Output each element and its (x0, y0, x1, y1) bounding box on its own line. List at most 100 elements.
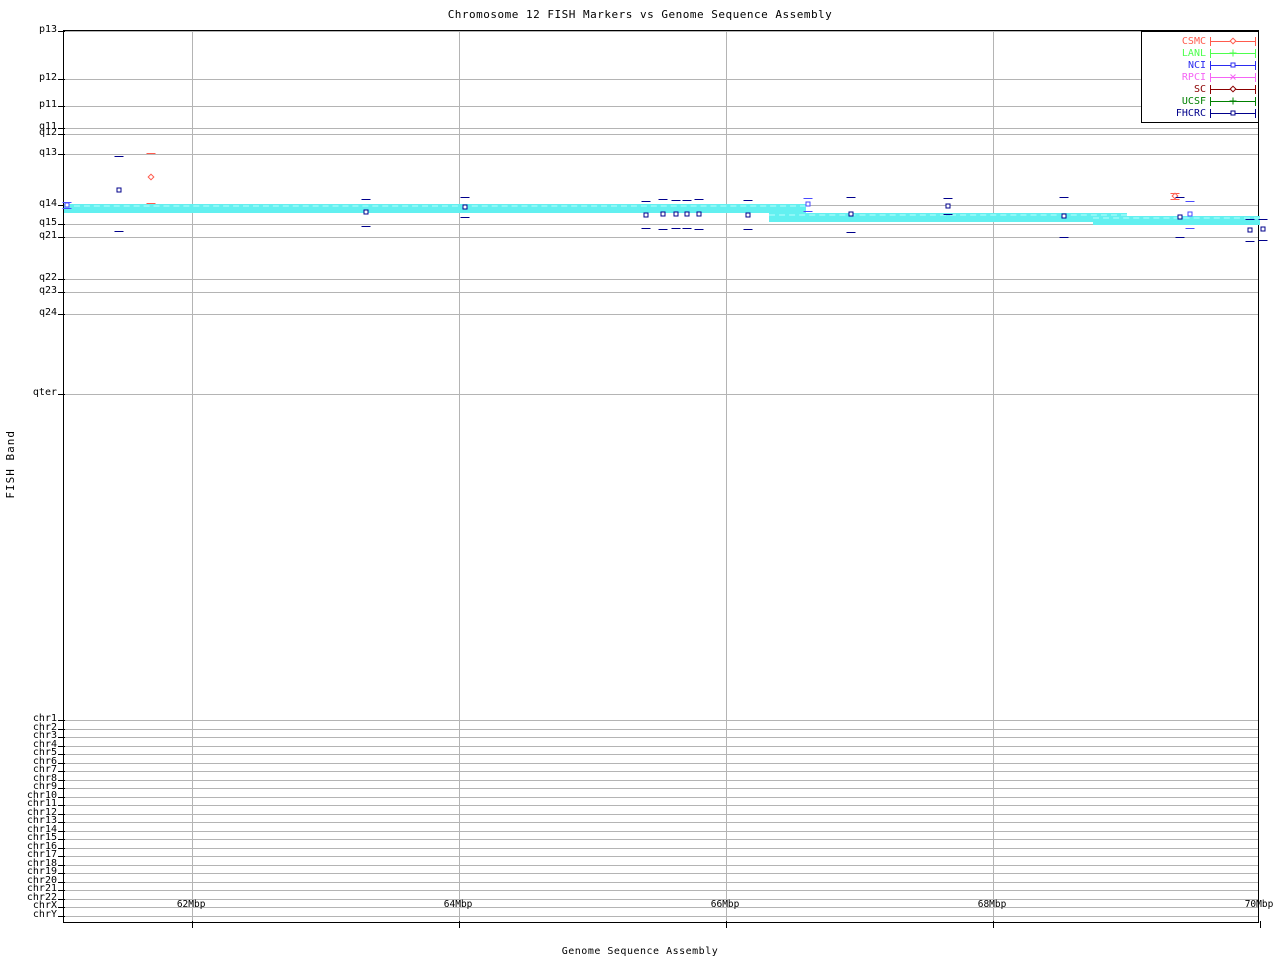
legend-item-rpci[interactable]: RPCI (1144, 71, 1256, 83)
legend-legcapR (1255, 72, 1256, 82)
y-axis-tick (58, 106, 65, 107)
square-marker (745, 212, 751, 218)
legend-item-fhcrc[interactable]: FHCRC (1144, 107, 1256, 119)
legend-legcapR (1255, 108, 1256, 118)
y-tick-label: chr14 (26, 824, 57, 835)
square-marker (643, 212, 649, 218)
y-tick-label: p12 (38, 72, 57, 83)
square-marker (1187, 211, 1193, 217)
legend-legcapL (1210, 84, 1211, 94)
legend-legcapL (1210, 72, 1211, 82)
gridline (64, 865, 1258, 866)
y-axis-tick (58, 890, 65, 891)
error-bar-cap-bottom (694, 199, 704, 200)
square-marker (805, 201, 811, 207)
y-tick-label: chr4 (32, 739, 57, 750)
x-axis-tick (993, 921, 995, 928)
y-axis-tick (58, 882, 65, 883)
legend-item-ucsf[interactable]: UCSF (1144, 95, 1256, 107)
gridline (64, 279, 1258, 280)
gridline (64, 907, 1258, 908)
y-tick-label: p13 (38, 24, 57, 35)
gridline (64, 763, 1258, 764)
y-axis-tick (58, 224, 65, 225)
square-marker (363, 209, 369, 215)
square-marker (684, 211, 690, 217)
x-axis-tick (1260, 921, 1261, 928)
y-axis-tick (58, 771, 65, 772)
y-tick-label: chr17 (26, 849, 57, 860)
square-marker (848, 211, 854, 217)
y-tick-label: chrX (32, 900, 57, 911)
gridline (64, 737, 1258, 738)
legend-label: UCSF (1181, 95, 1206, 107)
legend-label: LANL (1181, 47, 1206, 59)
error-bar-cap-bottom (1185, 201, 1195, 202)
legend-symbol (1210, 84, 1256, 95)
y-tick-label: chr2 (32, 722, 57, 733)
square-marker (64, 202, 70, 208)
legend-label: FHCRC (1175, 107, 1206, 119)
legend[interactable]: CSMC LANL NCI RPCI SC UCSF FHCRC (1141, 31, 1259, 123)
error-bar-cap-top (846, 232, 856, 233)
y-axis-tick (58, 763, 65, 764)
y-tick-label: q15 (38, 217, 57, 228)
error-bar-cap-top (62, 208, 72, 209)
error-bar-cap-top (743, 229, 753, 230)
y-tick-label: chr21 (26, 883, 57, 894)
legend-legcapR (1255, 96, 1256, 106)
square-marker (660, 211, 665, 217)
y-tick-label: q14 (38, 198, 57, 209)
gridline (64, 154, 1258, 155)
error-bar-cap-bottom (641, 201, 651, 202)
gridline (64, 805, 1258, 806)
error-bar-cap-top (1258, 240, 1268, 241)
legend-item-nci[interactable]: NCI (1144, 59, 1256, 71)
gridline (64, 224, 1258, 225)
y-tick-label: chr3 (32, 730, 57, 741)
error-bar-cap-top (1170, 199, 1180, 200)
y-tick-label: chr11 (26, 798, 57, 809)
legend-marker (1230, 110, 1236, 116)
legend-marker (1229, 85, 1237, 93)
y-tick-label: q24 (38, 307, 57, 318)
y-tick-label: q13 (38, 147, 57, 158)
y-axis-tick (58, 848, 65, 849)
y-tick-label: chr19 (26, 866, 57, 877)
error-bar-cap-bottom (1245, 219, 1255, 220)
error-bar-cap-top (803, 211, 813, 212)
y-axis-tick (58, 814, 65, 815)
y-axis-tick (58, 205, 65, 206)
legend-legcapR (1255, 84, 1256, 94)
vertical-gridline (993, 31, 995, 922)
gridline (64, 746, 1258, 747)
legend-item-csmc[interactable]: CSMC (1144, 35, 1256, 47)
error-bar-cap-top (658, 229, 667, 230)
vertical-gridline (726, 31, 728, 922)
y-axis-tick (58, 31, 65, 32)
y-axis-tick (58, 394, 65, 395)
y-tick-label: chr1 (32, 713, 57, 724)
gridline (64, 873, 1258, 874)
y-tick-label: p11 (38, 99, 57, 110)
y-axis-tick (58, 237, 65, 238)
legend-legcapR (1255, 60, 1256, 70)
x-axis-tick (459, 921, 461, 928)
y-axis-tick (58, 805, 65, 806)
gridline (64, 780, 1258, 781)
square-marker (673, 211, 679, 217)
plot-area: CSMC LANL NCI RPCI SC UCSF FHCRC (58, 30, 1268, 928)
y-tick-label: chr7 (32, 764, 57, 775)
gridline (64, 237, 1258, 238)
y-tick-label: qter (32, 387, 57, 398)
legend-item-lanl[interactable]: LANL (1144, 47, 1256, 59)
error-bar-cap-bottom (1258, 219, 1268, 220)
y-tick-label: chr9 (32, 781, 57, 792)
y-tick-label: chr5 (32, 747, 57, 758)
y-axis-tick (58, 746, 65, 747)
gridline (64, 822, 1258, 823)
y-tick-label: q21 (38, 230, 57, 241)
legend-item-sc[interactable]: SC (1144, 83, 1256, 95)
legend-symbol (1210, 36, 1256, 47)
error-bar-cap-bottom (146, 153, 156, 154)
